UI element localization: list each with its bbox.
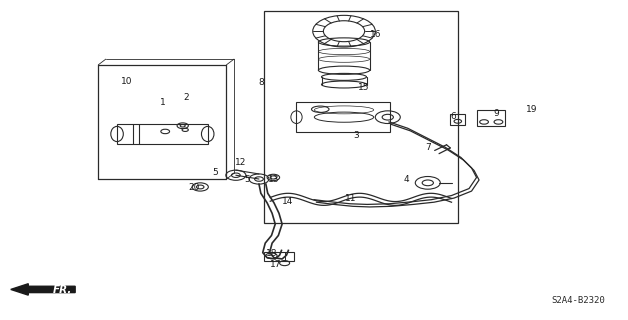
- Bar: [117, 124, 208, 143]
- Text: 7: 7: [425, 143, 431, 152]
- Text: 17: 17: [269, 260, 281, 268]
- Text: 20: 20: [188, 183, 200, 192]
- Bar: [264, 11, 458, 223]
- Text: 11: 11: [345, 194, 356, 203]
- Text: 19: 19: [526, 105, 538, 114]
- Bar: [264, 252, 294, 261]
- FancyArrow shape: [11, 284, 75, 295]
- Bar: [450, 114, 465, 125]
- Text: 10: 10: [121, 77, 132, 86]
- Bar: [477, 110, 505, 126]
- Text: 6: 6: [450, 112, 456, 121]
- Text: 5: 5: [244, 175, 250, 184]
- Text: 18: 18: [266, 249, 277, 258]
- Text: 1: 1: [160, 98, 166, 107]
- Text: S2A4-B2320: S2A4-B2320: [551, 296, 605, 305]
- Text: 3: 3: [354, 131, 359, 140]
- Text: 4: 4: [404, 175, 409, 184]
- Text: 9: 9: [494, 108, 499, 117]
- Text: 5: 5: [212, 168, 218, 177]
- Text: 13: 13: [268, 175, 279, 184]
- Text: 16: 16: [369, 30, 381, 39]
- Text: FR.: FR.: [53, 285, 72, 295]
- Text: 8: 8: [258, 78, 264, 87]
- Text: 15: 15: [358, 83, 370, 92]
- Text: 12: 12: [235, 158, 247, 167]
- Text: 2: 2: [183, 93, 188, 102]
- Bar: [296, 102, 390, 132]
- Text: 14: 14: [282, 197, 293, 206]
